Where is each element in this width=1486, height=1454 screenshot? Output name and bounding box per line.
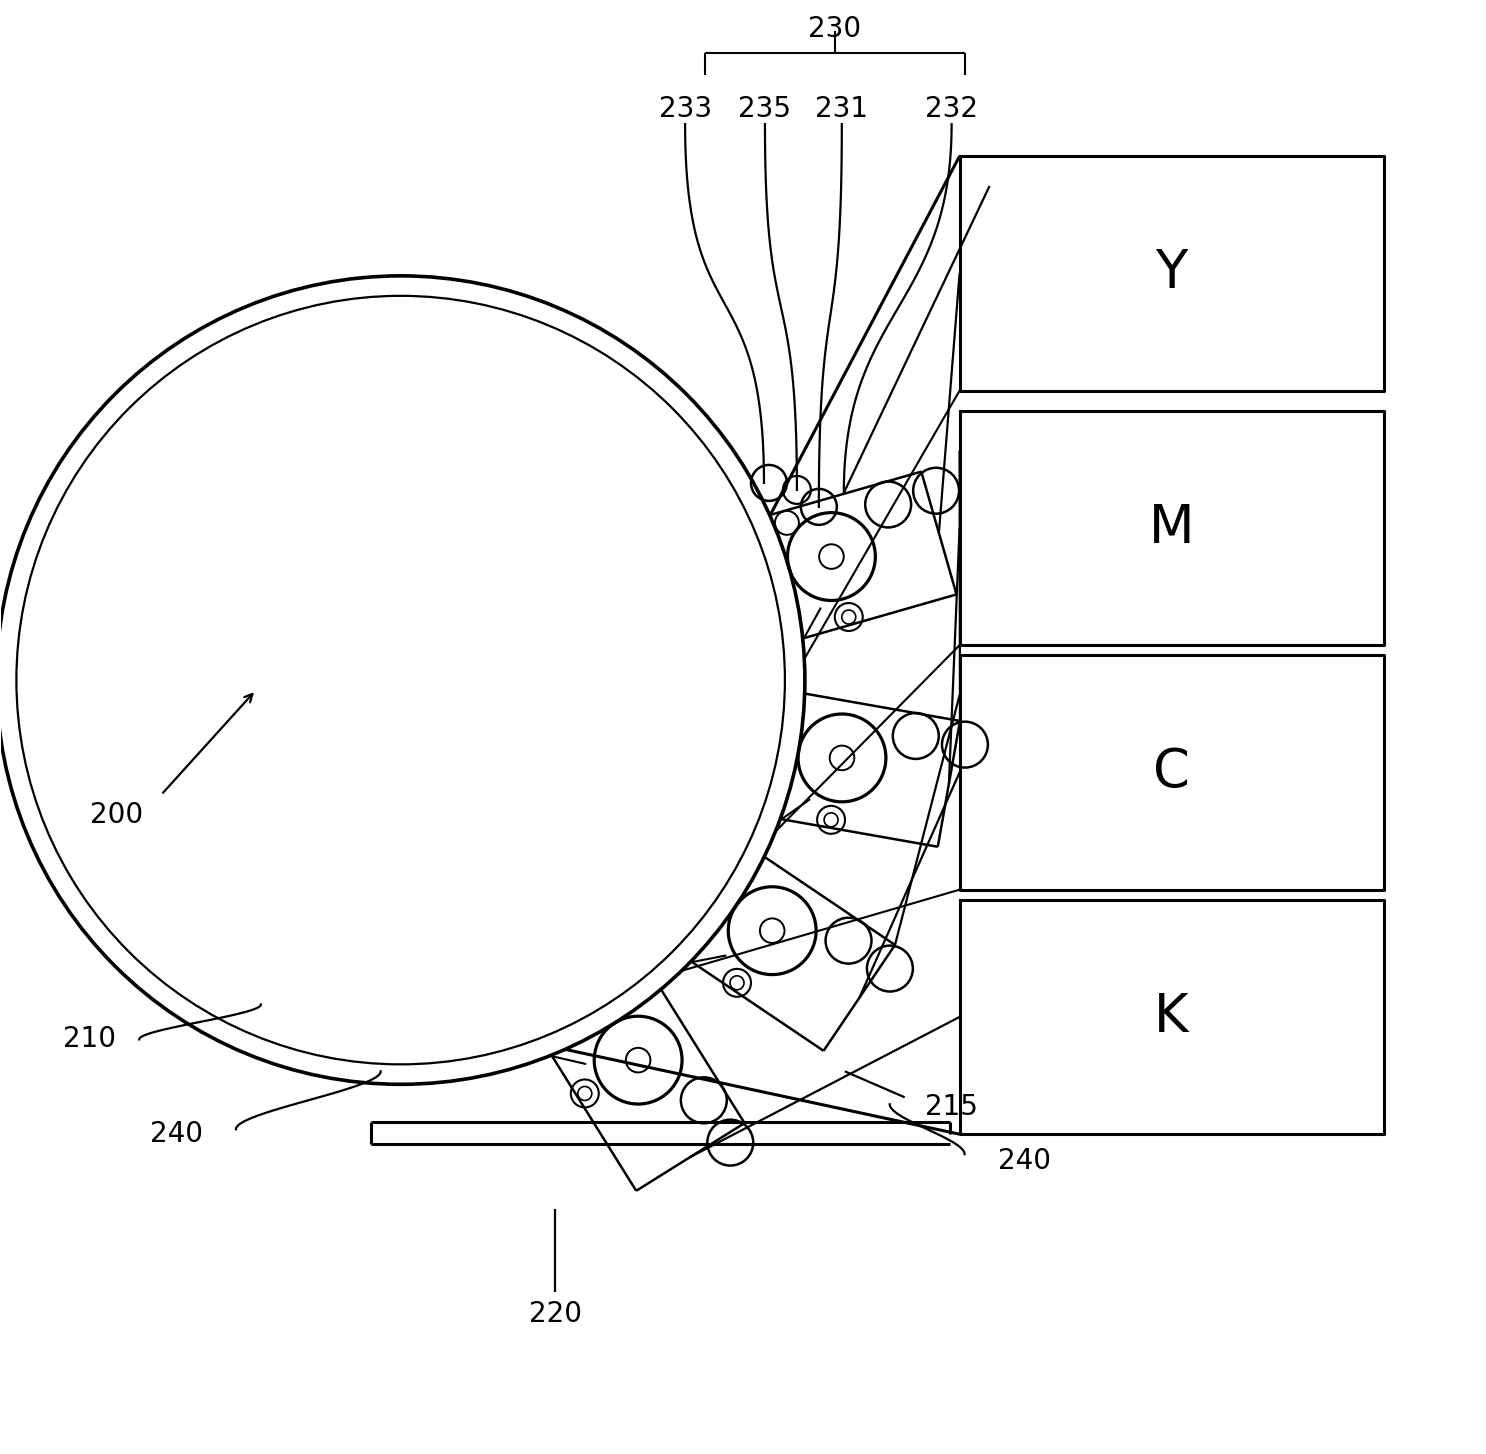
- Text: 232: 232: [926, 95, 978, 124]
- Text: 231: 231: [816, 95, 868, 124]
- Text: K: K: [1155, 992, 1189, 1043]
- Text: M: M: [1149, 502, 1195, 554]
- Text: 235: 235: [739, 95, 792, 124]
- Text: 215: 215: [926, 1093, 978, 1121]
- Text: 210: 210: [62, 1025, 116, 1053]
- Text: 200: 200: [89, 801, 143, 829]
- Text: 220: 220: [529, 1300, 583, 1328]
- Text: 233: 233: [658, 95, 712, 124]
- Text: C: C: [1153, 746, 1190, 798]
- Text: 230: 230: [808, 16, 862, 44]
- Text: 240: 240: [150, 1120, 202, 1149]
- Text: 240: 240: [999, 1147, 1051, 1175]
- Text: Y: Y: [1156, 247, 1187, 300]
